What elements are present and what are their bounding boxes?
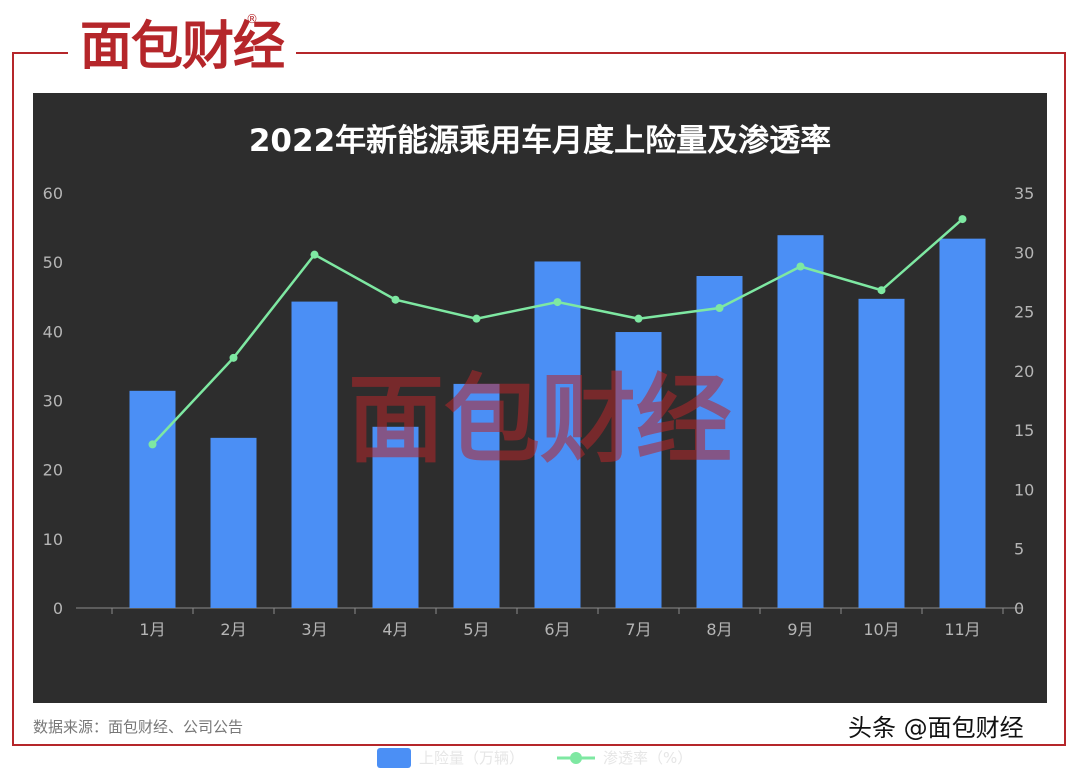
x-tick-label: 4月 xyxy=(382,620,408,639)
bar xyxy=(129,390,176,608)
logo-text: 面包财经 xyxy=(80,17,285,77)
registered-mark: ® xyxy=(246,12,259,26)
bar xyxy=(210,437,257,608)
legend-line-label: 渗透率（%） xyxy=(603,749,693,767)
bar xyxy=(291,301,338,608)
y-right-tick-label: 25 xyxy=(1014,303,1034,322)
y-left-tick-label: 30 xyxy=(43,392,63,411)
x-tick-label: 9月 xyxy=(787,620,813,639)
x-tick-label: 3月 xyxy=(301,620,327,639)
x-tick-label: 10月 xyxy=(863,620,899,639)
y-left-tick-label: 40 xyxy=(43,322,63,341)
y-left-tick-label: 0 xyxy=(53,599,63,618)
y-left-tick-label: 50 xyxy=(43,253,63,272)
x-tick-label: 8月 xyxy=(706,620,732,639)
y-right-tick-label: 35 xyxy=(1014,184,1034,203)
x-tick-label: 6月 xyxy=(544,620,570,639)
bar xyxy=(939,238,986,608)
legend-bar-label: 上险量（万辆） xyxy=(419,749,525,767)
bar xyxy=(696,276,743,608)
y-left-tick-label: 10 xyxy=(43,530,63,549)
line-point xyxy=(715,304,724,313)
bar xyxy=(777,235,824,609)
x-tick-label: 5月 xyxy=(463,620,489,639)
brand-logo: 面包财经 ® xyxy=(68,12,297,82)
line-point xyxy=(796,262,805,271)
chart-svg: 0 10 20 30 40 50 60 0 5 10 15 20 25 30 35 面包财经 1月 2月 3月 4月 5… xyxy=(43,184,1035,639)
source-note: 数据来源：面包财经、公司公告 xyxy=(33,718,244,736)
legend-bar-swatch xyxy=(377,747,411,768)
bar xyxy=(534,261,581,608)
y-right-tick-label: 0 xyxy=(1014,599,1024,618)
bar xyxy=(372,426,419,608)
y-right-tick-label: 5 xyxy=(1014,540,1024,559)
y-left-tick-label: 20 xyxy=(43,461,63,480)
bar xyxy=(615,332,662,608)
legend-line[interactable]: 渗透率（%） xyxy=(557,747,692,768)
legend-bar[interactable]: 上险量（万辆） xyxy=(377,747,524,768)
center-logo-watermark: 面包财经 xyxy=(348,364,732,476)
line-point xyxy=(472,314,481,323)
credit-watermark: 头条 @面包财经 xyxy=(848,708,1024,743)
line-point xyxy=(310,250,319,259)
line-point xyxy=(229,353,238,362)
x-tick-label: 1月 xyxy=(139,620,165,639)
line-point xyxy=(391,295,400,304)
x-tick-label: 2月 xyxy=(220,620,246,639)
line-point xyxy=(553,298,562,307)
y-right-tick-label: 20 xyxy=(1014,362,1034,381)
line-point xyxy=(634,314,643,323)
bar xyxy=(453,383,500,608)
line-point xyxy=(958,215,967,224)
chart-title: 2022年新能源乘用车月度上险量及渗透率 xyxy=(248,123,832,159)
chart-panel: 2022年新能源乘用车月度上险量及渗透率 0 10 20 30 40 50 60 0 5 10 15… xyxy=(33,93,1047,768)
line-point xyxy=(148,440,157,449)
y-right-tick-label: 30 xyxy=(1014,243,1034,262)
x-tick-label: 11月 xyxy=(944,620,980,639)
legend-line-swatch xyxy=(557,751,595,764)
x-tick-label: 7月 xyxy=(625,620,651,639)
y-right-tick-label: 10 xyxy=(1014,480,1034,499)
line-point xyxy=(877,286,886,295)
y-right-tick-label: 15 xyxy=(1014,421,1034,440)
y-left-tick-label: 60 xyxy=(43,184,63,203)
red-frame xyxy=(12,52,1066,746)
bar xyxy=(858,298,905,608)
